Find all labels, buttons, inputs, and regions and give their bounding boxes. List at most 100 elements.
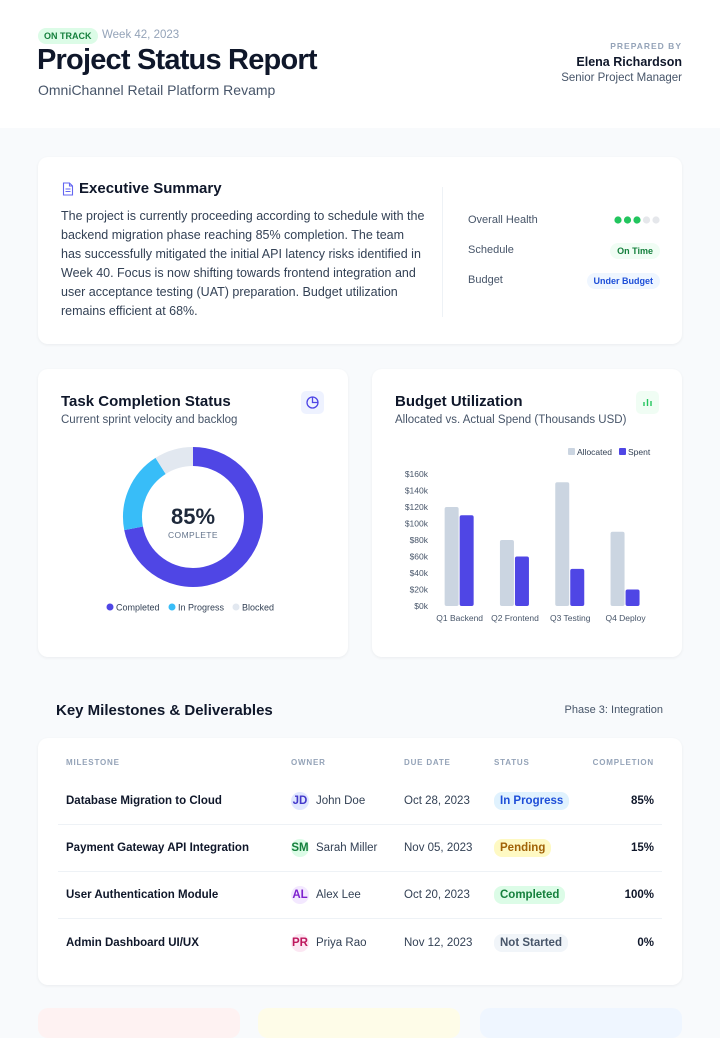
schedule-label: Schedule <box>468 244 514 256</box>
completion: 15% <box>630 842 654 854</box>
legend-label: Blocked <box>242 603 274 613</box>
column-header: STATUS <box>494 758 530 767</box>
owner: Alex Lee <box>316 889 361 901</box>
bar <box>444 507 459 606</box>
donut-segment <box>124 447 263 587</box>
legend-swatch <box>168 603 176 611</box>
legend-swatch <box>619 448 626 455</box>
task-card: Task Completion Status Current sprint ve… <box>38 369 348 657</box>
bottom-card <box>38 1008 240 1038</box>
x-tick-label: Q3 Testing <box>550 613 591 623</box>
legend-label: Spent <box>628 447 651 457</box>
author: Elena Richardson <box>576 55 682 69</box>
legend-swatch <box>106 603 114 611</box>
bar-chart: $0k $20k $40k $60k $80k $100k $120k $140k $160k A… <box>405 447 651 623</box>
y-tick-label: $100k <box>405 519 429 529</box>
schedule-pill: On Time <box>610 243 660 259</box>
x-tick-label: Q1 Backend <box>436 613 483 623</box>
health-label: Overall Health <box>468 214 538 226</box>
status: Not Started <box>494 933 568 952</box>
bar <box>625 589 640 606</box>
legend-label: Completed <box>116 603 160 613</box>
due-date: Oct 20, 2023 <box>404 889 470 901</box>
table-row: Database Migration to Cloud JD John Doe Oct… <box>58 778 662 825</box>
pie-icon <box>301 391 324 414</box>
summary-title: Executive Summary <box>79 180 222 197</box>
x-tick-label: Q2 Frontend <box>491 613 539 623</box>
x-tick-label: Q4 Deploy <box>605 613 646 623</box>
week: Week 42, 2023 <box>102 29 180 41</box>
status-badge: ON TRACK <box>38 28 98 44</box>
avatar: SM <box>291 839 309 857</box>
bar <box>570 568 585 606</box>
health-dot <box>633 216 641 224</box>
doc-icon <box>62 182 74 196</box>
bar-icon <box>636 391 659 414</box>
completion: 85% <box>630 795 654 807</box>
due-date: Nov 12, 2023 <box>404 936 473 949</box>
bar <box>610 531 625 606</box>
legend-swatch <box>232 603 240 611</box>
column-header: DUE DATE <box>404 758 451 767</box>
donut-chart: 85%COMPLETE Completed In Progress Blocked <box>106 447 274 613</box>
health-dot <box>652 216 660 224</box>
budget-pill: Under Budget <box>586 273 660 289</box>
legend-label: In Progress <box>178 603 225 613</box>
center-label: COMPLETE <box>168 530 218 540</box>
y-tick-label: $80k <box>410 535 429 545</box>
table-row: Payment Gateway API Integration SM Sarah M… <box>58 825 662 872</box>
title: Project Status Report <box>37 44 318 76</box>
bar <box>459 515 474 606</box>
header: ON TRACK Week 42, 2023 Project Status Re… <box>0 0 720 128</box>
bottom-card <box>258 1008 460 1038</box>
chart-subtitle: Allocated vs. Actual Spend (Thousands US… <box>395 414 627 426</box>
column-header: COMPLETION <box>592 758 654 767</box>
bar <box>499 540 514 606</box>
summary-text: The project is currently proceeding acco… <box>61 209 425 318</box>
prepared-label: PREPARED BY <box>610 41 682 51</box>
milestone-name: Database Migration to Cloud <box>66 795 222 807</box>
milestone-name: Admin Dashboard UI/UX <box>66 936 199 949</box>
legend-swatch <box>568 448 575 455</box>
y-tick-label: $140k <box>405 486 429 496</box>
y-tick-label: $20k <box>410 585 429 595</box>
role: Senior Project Manager <box>561 72 682 84</box>
column-header: MILESTONE <box>66 758 120 767</box>
y-tick-label: $0k <box>414 601 428 611</box>
phase: Phase 3: Integration <box>564 704 663 716</box>
milestone-table: MILESTONE OWNER DUE DATE STATUS COMPLETI… <box>38 738 682 985</box>
y-tick-label: $40k <box>410 568 429 578</box>
owner: Priya Rao <box>316 936 367 949</box>
subtitle: OmniChannel Retail Platform Revamp <box>38 82 276 98</box>
avatar: PR <box>291 933 309 952</box>
chart-title: Task Completion Status <box>61 393 231 410</box>
y-tick-label: $120k <box>405 502 429 512</box>
milestone-name: User Authentication Module <box>66 889 219 901</box>
donut-segment <box>123 457 167 531</box>
legend-label: Allocated <box>577 447 612 457</box>
milestones-title: Key Milestones & Deliverables <box>56 702 273 719</box>
budget-label: Budget <box>468 274 503 286</box>
center-value: 85% <box>171 504 215 529</box>
avatar: AL <box>291 886 309 904</box>
health-dot <box>642 216 651 224</box>
avatar: JD <box>291 792 309 810</box>
health-dot <box>623 216 632 224</box>
milestone-name: Payment Gateway API Integration <box>66 842 249 854</box>
bottom-card <box>480 1008 682 1038</box>
y-tick-label: $160k <box>405 469 429 479</box>
status: Pending <box>494 839 552 857</box>
milestones-section: Key Milestones & Deliverables Phase 3: I… <box>38 683 682 985</box>
column-header: OWNER <box>291 758 326 767</box>
chart-subtitle: Current sprint velocity and backlog <box>61 414 238 426</box>
table-row: Admin Dashboard UI/UX PR Priya Rao Nov 12, … <box>58 919 662 966</box>
owner: Sarah Miller <box>316 842 378 854</box>
due-date: Nov 05, 2023 <box>404 842 473 854</box>
chart-title: Budget Utilization <box>395 393 523 410</box>
divider <box>442 187 443 317</box>
y-tick-label: $60k <box>410 552 429 562</box>
status: In Progress <box>494 792 570 810</box>
health-dots <box>614 216 660 224</box>
table-row: User Authentication Module AL Alex Lee Oct … <box>58 872 662 919</box>
